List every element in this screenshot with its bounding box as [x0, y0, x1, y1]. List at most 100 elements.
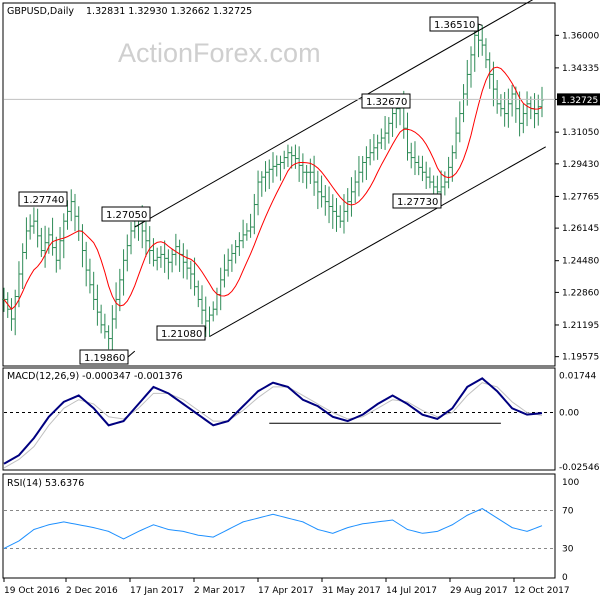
x-tick-label: 19 Oct 2016 — [4, 586, 60, 596]
price-annotation: 1.19860 — [79, 349, 136, 365]
ohlc-bar — [106, 325, 111, 350]
ohlc-bar — [65, 200, 70, 230]
ohlc-bar — [80, 224, 85, 268]
ohlc-bar — [166, 249, 171, 280]
ohlc-bar — [99, 304, 104, 334]
ohlc-bar — [20, 243, 25, 290]
ohlc-bar — [506, 88, 511, 128]
ohlc-bar — [323, 185, 328, 216]
ohlc-bar — [304, 164, 309, 189]
ohlc-bar — [532, 93, 537, 129]
ohlc-bar — [58, 226, 63, 270]
ohlc-bar — [371, 133, 376, 161]
macd-y-tick-label: -0.025466 — [559, 463, 600, 473]
x-tick-label: 17 Apr 2017 — [258, 586, 314, 596]
annotation-box — [361, 93, 411, 109]
annotation-pointer — [127, 350, 136, 358]
annotation-box — [79, 349, 129, 365]
ohlc-bar — [360, 156, 365, 183]
ohlc-bar — [31, 207, 36, 234]
price-annotation: 1.36510 — [429, 16, 483, 32]
ohlc-bar — [95, 284, 100, 326]
ohlc-bar — [181, 243, 186, 279]
x-tick-label: 17 Jan 2017 — [130, 586, 184, 596]
ohlc-bar — [200, 285, 205, 325]
ohlc-bar — [510, 84, 515, 117]
ohlc-bar — [46, 227, 51, 254]
ohlc-bar — [125, 234, 130, 272]
price-y-tick-label: 1.26145 — [562, 224, 599, 234]
ohlc-bar — [274, 155, 279, 177]
price-annotation: 1.21080 — [156, 325, 207, 341]
ohlc-bar — [480, 24, 485, 56]
price-y-tick-label: 1.31050 — [562, 128, 599, 138]
ohlc-bar — [312, 155, 317, 196]
ohlc-bar — [308, 158, 313, 184]
ohlc-bar — [241, 219, 246, 249]
annotation-label: 1.27050 — [106, 210, 147, 221]
ohlc-bar — [285, 144, 290, 168]
ohlc-bar — [76, 206, 81, 241]
annotation-box — [101, 206, 151, 222]
ohlc-bar — [338, 205, 343, 228]
ohlc-bar — [43, 225, 48, 268]
moving-average-line — [3, 66, 543, 310]
ohlc-bar — [155, 247, 160, 271]
price-y-tick-label: 1.36000 — [562, 31, 599, 41]
ohlc-bar — [185, 249, 190, 280]
ohlc-bar — [349, 177, 354, 217]
price-panel-title: GBPUSD,Daily — [7, 6, 74, 17]
annotation-label: 1.32670 — [366, 97, 407, 108]
x-tick-label: 29 Aug 2017 — [450, 586, 508, 596]
ohlc-bar — [24, 217, 29, 260]
current-price-marker — [557, 93, 600, 106]
x-tick-label: 14 Jul 2017 — [386, 586, 437, 596]
ohlc-bar — [427, 167, 432, 189]
ohlc-bar — [457, 101, 462, 143]
ohlc-bar — [162, 240, 167, 273]
ohlc-bar — [525, 91, 530, 127]
annotation-label: 1.27740 — [23, 195, 64, 206]
ohlc-bar — [61, 213, 66, 259]
ohlc-bar — [315, 170, 320, 210]
ohlc-bar — [244, 223, 249, 241]
price-y-tick-label: 1.29430 — [562, 160, 599, 170]
ohlc-bar — [117, 268, 122, 312]
ohlc-bar — [222, 254, 227, 288]
annotation-pointer — [477, 23, 483, 26]
ohlc-bar — [390, 105, 395, 137]
ohlc-bar — [465, 59, 470, 106]
ohlc-bar — [416, 155, 421, 176]
macd-y-tick-label: 0.01744 — [559, 371, 596, 381]
ohlc-bar — [327, 186, 332, 224]
price-y-tick-label: 1.34335 — [562, 64, 599, 74]
annotation-box — [392, 193, 442, 209]
ohlc-bar — [513, 86, 518, 123]
annotation-label: 1.21080 — [161, 329, 202, 340]
ohlc-bar — [9, 298, 14, 331]
ohlc-bar — [226, 248, 231, 277]
ohlc-bar — [54, 236, 59, 273]
ohlc-bar — [356, 156, 361, 197]
price-annotation: 1.27050 — [101, 206, 151, 222]
ohlc-bar — [364, 146, 369, 180]
ohlc-bar — [252, 193, 257, 235]
ohlc-bar — [151, 238, 156, 267]
rsi-layer — [3, 508, 554, 549]
ohlc-bar — [233, 239, 238, 264]
ohlc-bar — [540, 86, 544, 118]
ohlc-bar — [28, 214, 33, 240]
ohlc-bar — [129, 221, 134, 255]
axis-layer: 1.36000 1.34335 1.32725 1.31050 1.29430 1.277… — [3, 31, 600, 596]
annotation-label: 1.19860 — [84, 353, 125, 364]
ohlc-bar — [173, 233, 178, 266]
annotation-label: 1.36510 — [434, 20, 475, 31]
ohlc-bar — [319, 175, 324, 208]
ohlc-bar — [259, 171, 264, 197]
macd-y-tick-label: 0.00 — [559, 409, 579, 419]
ohlc-bar — [412, 141, 417, 176]
ohlc-bar — [409, 142, 414, 169]
ohlc-bar — [498, 94, 503, 117]
ohlc-bar — [188, 260, 193, 290]
macd-signal-line — [3, 382, 543, 469]
